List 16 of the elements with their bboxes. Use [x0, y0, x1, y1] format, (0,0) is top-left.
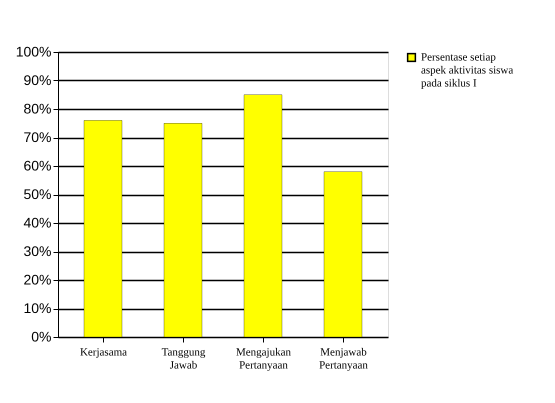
y-tick-label: 70% — [23, 129, 52, 145]
y-tick-label: 40% — [23, 214, 52, 230]
y-tick-label: 90% — [23, 72, 52, 88]
y-tick-label: 30% — [23, 243, 52, 259]
y-tick-label: 10% — [23, 300, 52, 316]
y-tick-label: 80% — [23, 100, 52, 116]
x-tick-label: Kerjasama — [80, 346, 128, 358]
y-tick-label: 100% — [16, 44, 52, 60]
y-tick-label: 20% — [23, 272, 52, 288]
legend-label: Persentase setiap aspek aktivitas siswa pada siklus I — [421, 52, 514, 90]
x-tick-label: Mengajukan Pertanyaan — [236, 346, 292, 372]
x-tick-label: Tanggung Jawab — [162, 346, 206, 372]
y-tick-label: 60% — [23, 158, 52, 174]
x-tick-label: Menjawab Pertanyaan — [319, 346, 368, 372]
y-tick-label: 50% — [23, 186, 52, 202]
y-tick-label: 0% — [31, 328, 52, 344]
